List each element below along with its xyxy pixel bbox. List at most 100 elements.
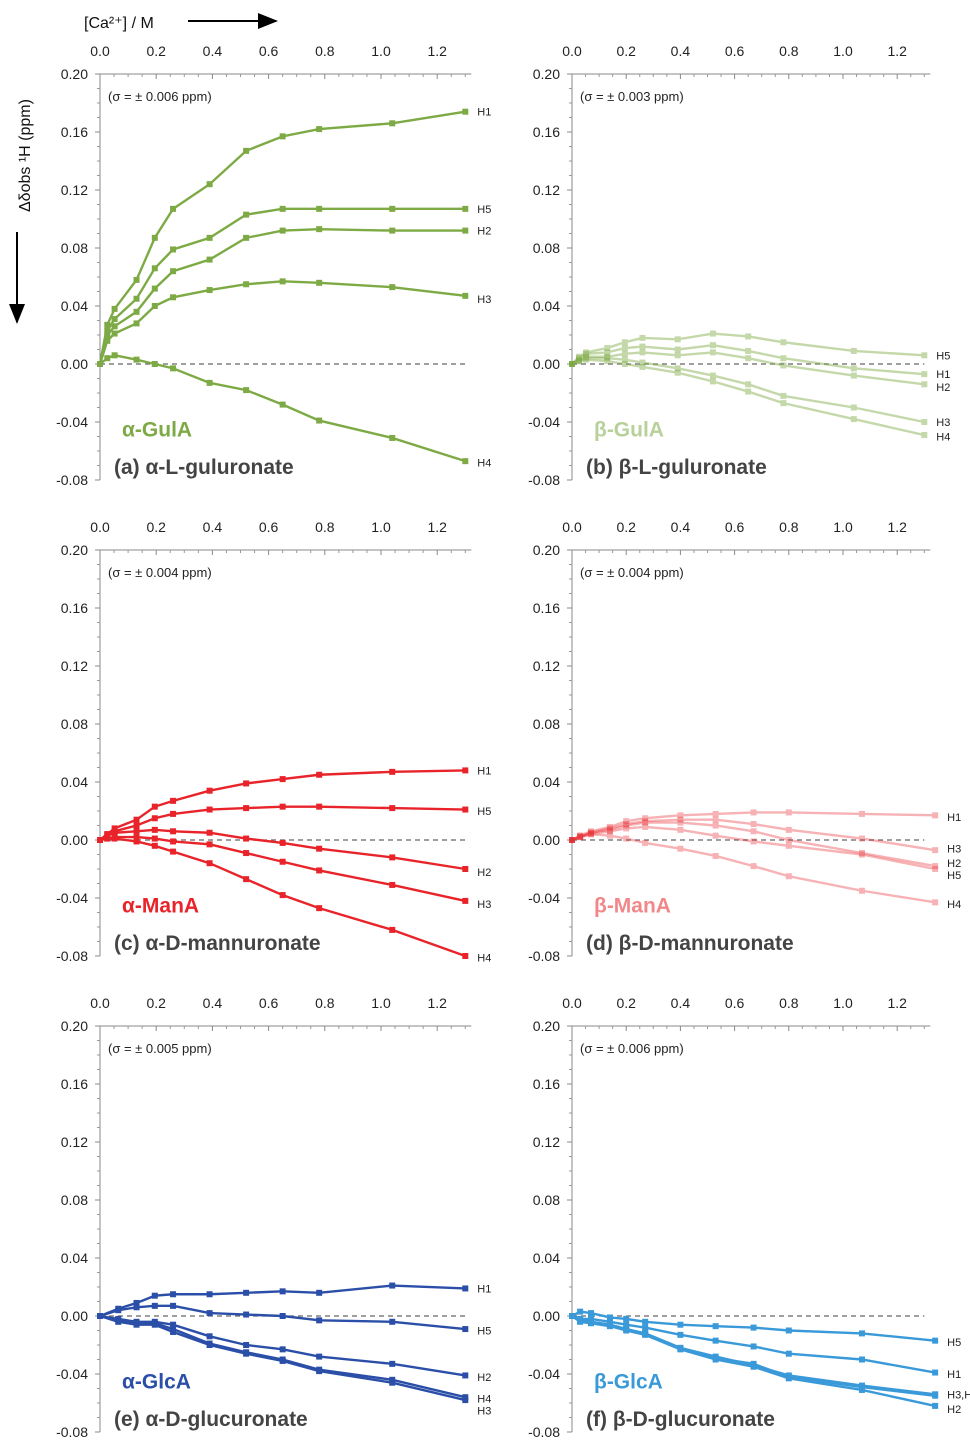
data-point — [279, 1313, 286, 1319]
data-point — [243, 281, 250, 288]
data-point — [677, 819, 684, 826]
species-label: α-GlcA — [122, 1371, 191, 1394]
sigma-annotation: (σ = ± 0.006 ppm) — [580, 1041, 684, 1056]
series-label: H3 — [477, 1405, 491, 1417]
data-point — [279, 401, 286, 408]
data-point — [858, 1330, 865, 1337]
data-point — [279, 133, 286, 140]
data-point — [104, 337, 111, 344]
x-tick-label: 0.4 — [671, 519, 691, 535]
data-point — [389, 1360, 396, 1367]
data-point — [642, 1324, 649, 1331]
series-h2 — [97, 826, 469, 872]
data-point — [111, 835, 118, 842]
x-tick-label: 0.4 — [671, 43, 691, 59]
data-point — [389, 205, 396, 212]
x-tick-label: 0.0 — [562, 995, 582, 1011]
data-point — [921, 419, 928, 425]
data-point — [170, 838, 177, 845]
data-point — [243, 1311, 250, 1318]
data-point — [206, 1342, 213, 1348]
data-point — [858, 1356, 865, 1363]
data-point — [583, 355, 590, 362]
data-point — [462, 897, 469, 904]
panel-c: 0.0 0.2 0.4 0.6 0.8 1.0 1.2 0.20 0.16 0.12 0.08 0.0… — [56, 519, 491, 964]
data-point — [243, 876, 250, 883]
y-tick-label: -0.08 — [56, 1424, 88, 1440]
species-label: β-GulA — [594, 419, 664, 442]
series-label: H4 — [936, 432, 950, 444]
data-point — [389, 434, 396, 441]
y-tick-label: 0.08 — [61, 716, 88, 732]
data-point — [709, 378, 716, 385]
series-label: H4 — [947, 899, 961, 911]
data-point — [151, 1302, 158, 1309]
series-line — [98, 227, 466, 365]
data-point — [639, 343, 646, 350]
data-point — [279, 858, 286, 865]
data-point — [279, 1357, 286, 1364]
sigma-annotation: (σ = ± 0.003 ppm) — [580, 89, 684, 104]
data-point — [606, 823, 613, 830]
data-point — [750, 1324, 757, 1331]
x-tick-label: 0.0 — [90, 995, 110, 1011]
data-point — [115, 1307, 122, 1314]
x-tick-label: 0.4 — [671, 995, 691, 1011]
data-point — [921, 381, 928, 388]
data-point — [858, 851, 865, 858]
data-point — [712, 1323, 719, 1330]
data-point — [932, 1392, 939, 1399]
data-point — [316, 867, 323, 874]
species-label: β-ManA — [594, 895, 671, 918]
data-point — [750, 1363, 757, 1370]
data-point — [243, 780, 250, 787]
data-point — [151, 803, 158, 810]
x-tick-label: 0.0 — [90, 43, 110, 59]
data-point — [316, 1289, 323, 1296]
data-point — [932, 866, 939, 872]
data-point — [750, 821, 757, 828]
data-point — [674, 369, 681, 376]
data-point — [850, 416, 857, 423]
data-point — [151, 842, 158, 849]
data-point — [750, 828, 757, 835]
data-point — [577, 832, 584, 839]
data-point — [577, 834, 584, 841]
data-point — [151, 303, 158, 309]
series-label: H5 — [477, 806, 491, 818]
data-point — [243, 1350, 250, 1357]
data-point — [279, 839, 286, 846]
series-label: H2 — [936, 382, 950, 394]
data-point — [170, 268, 177, 275]
data-point — [677, 812, 684, 819]
data-point — [780, 339, 787, 346]
data-point — [569, 361, 575, 367]
series-label: H3 — [947, 844, 961, 856]
data-point — [712, 852, 719, 859]
x-tick-label: 0.6 — [725, 43, 745, 59]
data-point — [780, 400, 787, 407]
data-point — [677, 1321, 684, 1328]
y-tick-label: 0.04 — [533, 1250, 560, 1266]
data-point — [316, 279, 323, 286]
data-point — [577, 1308, 584, 1315]
data-point — [712, 1337, 719, 1344]
series-line — [571, 821, 936, 868]
data-point — [243, 234, 250, 241]
data-point — [858, 850, 865, 857]
y-tick-label: 0.16 — [61, 1076, 88, 1092]
y-tick-label: -0.04 — [528, 414, 560, 430]
data-point — [750, 838, 757, 845]
data-point — [316, 845, 323, 852]
data-point — [785, 837, 792, 843]
data-point — [583, 353, 590, 360]
data-point — [104, 355, 111, 362]
data-point — [206, 256, 213, 263]
y-tick-label: -0.08 — [528, 1424, 560, 1440]
x-tick-label: 1.0 — [371, 43, 391, 59]
series-line — [99, 805, 466, 841]
series-line — [571, 818, 936, 852]
data-point — [279, 227, 286, 234]
x-tick-label: 0.6 — [259, 43, 279, 59]
